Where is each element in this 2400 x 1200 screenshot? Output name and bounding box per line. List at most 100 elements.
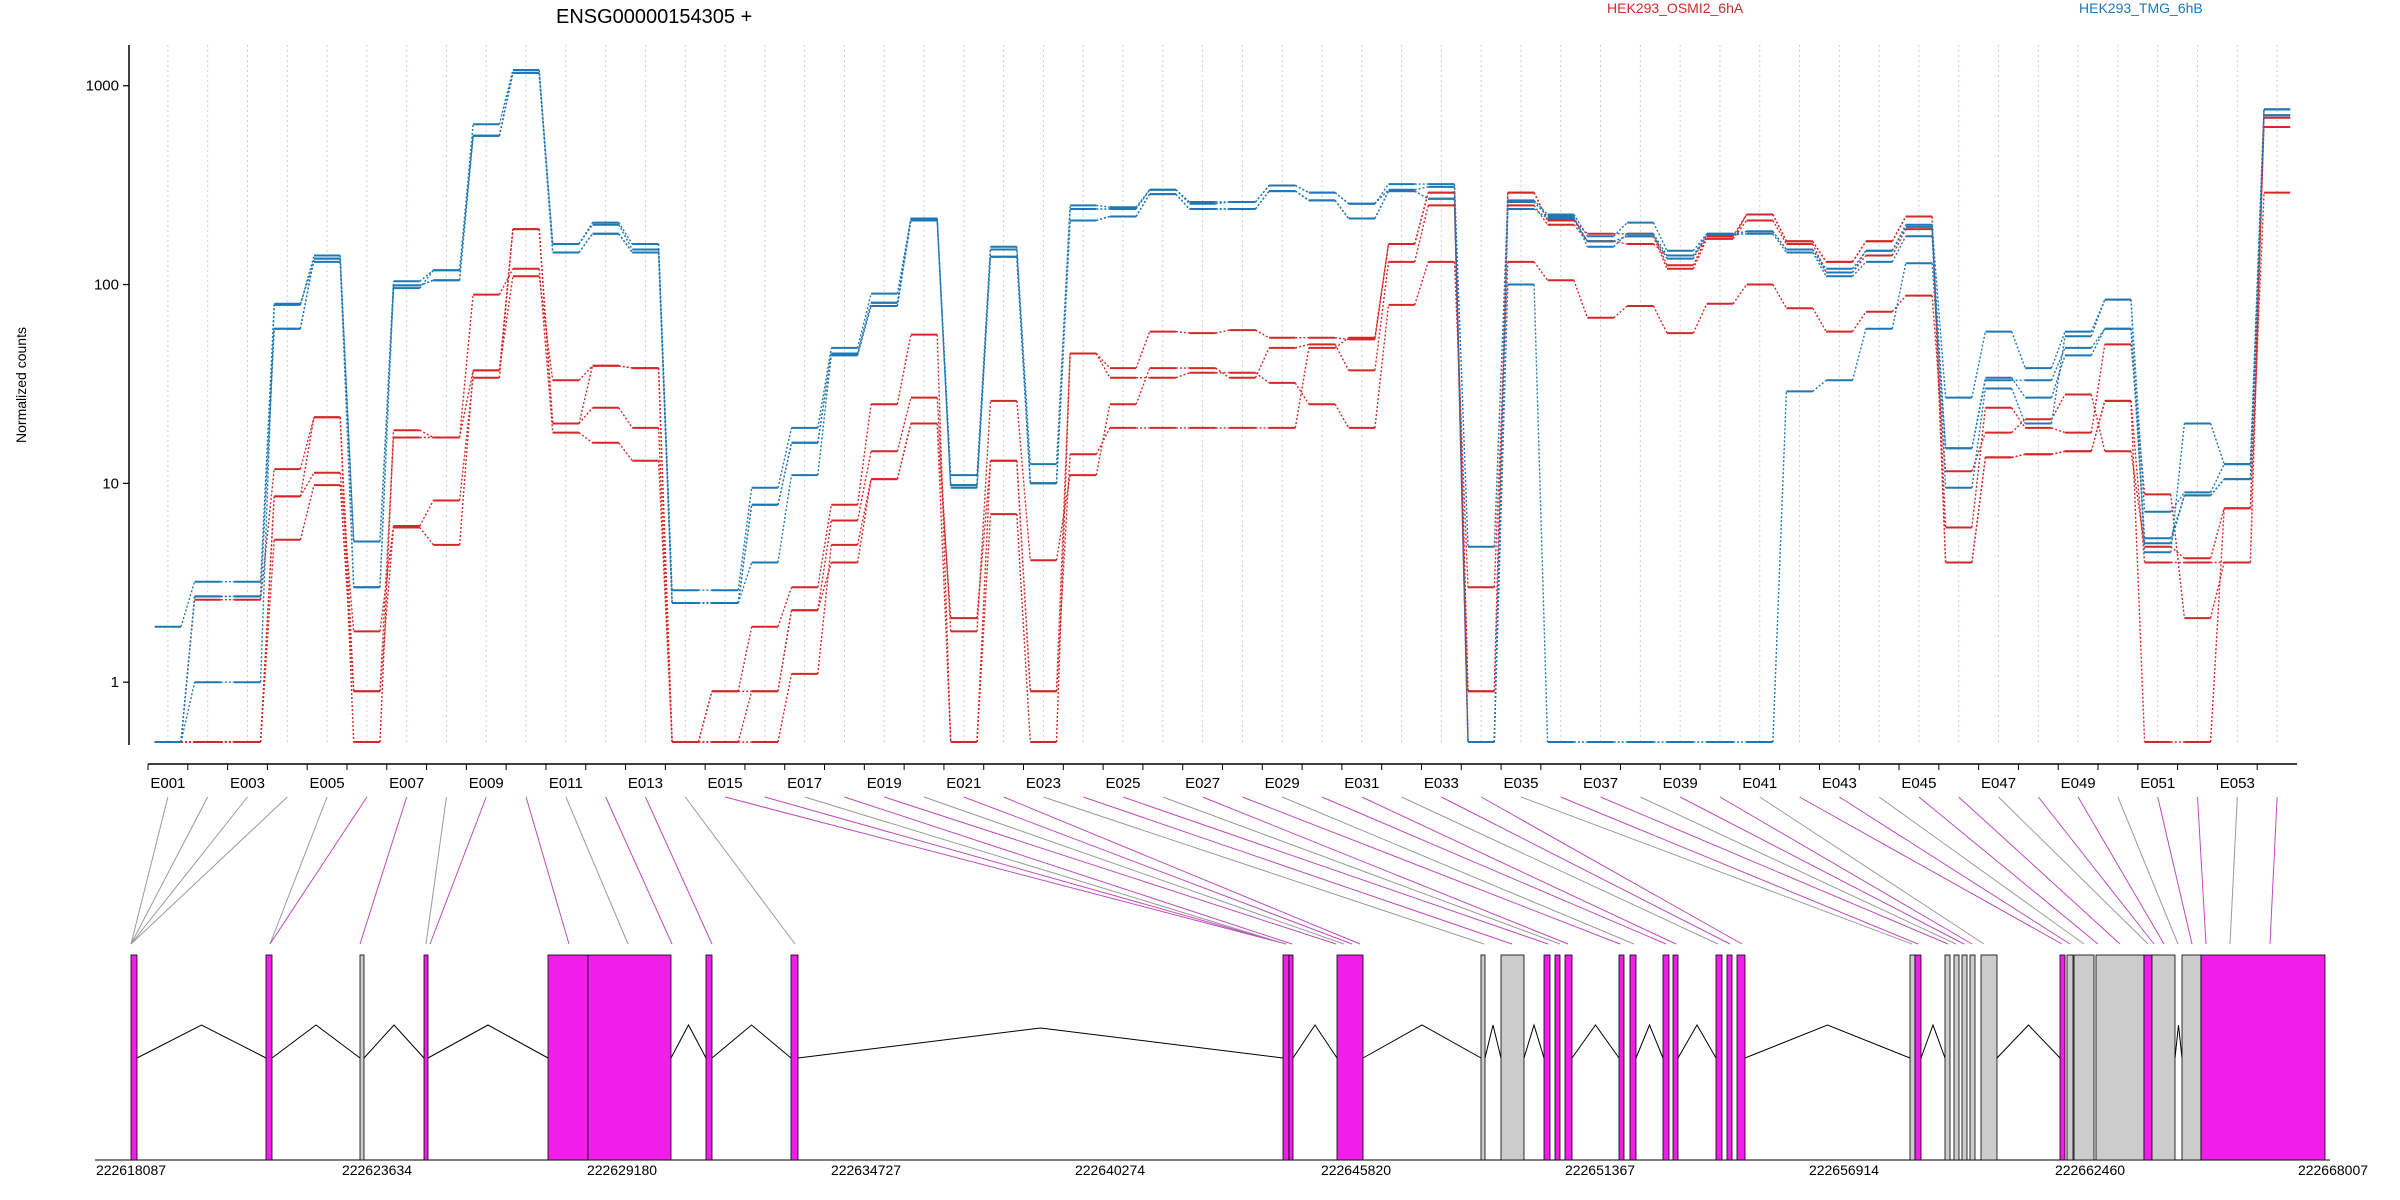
connector: [1600, 796, 1949, 945]
intron-23: [1744, 1024, 1911, 1059]
series-3: [154, 108, 2291, 743]
series-transition: [180, 69, 2265, 627]
connector: [2117, 796, 2179, 945]
exon-25: [1914, 954, 1922, 1161]
exon-5: [547, 954, 589, 1161]
connector: [2037, 796, 2155, 945]
series-1: [154, 116, 2291, 743]
connector: [130, 796, 169, 945]
x-tick-label: E035: [1503, 775, 1538, 792]
x-tick-label: E047: [1981, 775, 2016, 792]
connector: [1958, 796, 2121, 945]
series-transition: [180, 126, 2265, 743]
connector: [1441, 796, 1731, 945]
series-transition: [181, 117, 2265, 743]
intron-1: [136, 1024, 267, 1059]
connector: [1998, 796, 2149, 945]
connector: [684, 796, 796, 945]
connector: [1679, 796, 1965, 945]
x-tick-label: E039: [1663, 775, 1698, 792]
exon-28: [1961, 954, 1968, 1161]
legend-entry-tmg: HEK293_TMG_6hB: [2079, 0, 2203, 16]
connector: [1640, 796, 1957, 945]
exon-3: [359, 954, 365, 1161]
intron-12: [1484, 1024, 1502, 1059]
series-level: [154, 191, 2291, 743]
exon-24: [1909, 954, 1916, 1161]
gene-model: 222618087 222623634 222629180 222634727 2226…: [95, 954, 2368, 1178]
series-5: [154, 71, 2291, 743]
x-tick-label: E031: [1344, 775, 1379, 792]
series-level: [154, 108, 2291, 743]
connector: [2157, 796, 2193, 945]
connector: [1480, 796, 1743, 945]
intron-3: [363, 1024, 425, 1059]
y-axis: 1 10 100 1000: [86, 45, 130, 745]
series-transition: [180, 72, 2265, 743]
connector: [644, 796, 713, 945]
connector: [130, 796, 288, 945]
connector: [2269, 796, 2278, 945]
series-lines: [154, 69, 2291, 743]
x-tick-label: E043: [1822, 775, 1857, 792]
exon-34: [2095, 954, 2145, 1161]
connector: [429, 796, 487, 945]
connector: [1878, 796, 2085, 945]
exon-4: [423, 954, 429, 1161]
series-0: [154, 191, 2291, 743]
exon-37: [2181, 954, 2202, 1161]
genomic-coordinate-label: 222640274: [1075, 1162, 1145, 1178]
exon-7: [705, 954, 713, 1161]
connector: [923, 796, 1345, 945]
connector: [1083, 796, 1513, 945]
x-tick-label: E023: [1026, 775, 1061, 792]
connector: [1321, 796, 1667, 945]
exon-31: [2059, 954, 2066, 1161]
series-level: [154, 71, 2291, 743]
intron-8: [797, 1027, 1284, 1059]
series-level: [154, 71, 2291, 743]
series-transition: [181, 109, 2265, 743]
exon-1: [130, 954, 138, 1161]
genomic-coordinate-label: 222651367: [1565, 1162, 1635, 1178]
connector: [2197, 796, 2207, 945]
exon-18: [1629, 954, 1637, 1161]
y-axis-label: Normalized counts: [13, 327, 29, 443]
intron-36: [2174, 1024, 2183, 1059]
series-7: [154, 71, 2291, 743]
exon-22: [1726, 954, 1733, 1161]
exon-connector-lines: [130, 796, 2278, 945]
connector: [844, 796, 1293, 945]
exon-9: [1282, 954, 1290, 1161]
connector: [1560, 796, 1919, 945]
intron-25: [1920, 1023, 1946, 1059]
exon-32: [2066, 954, 2074, 1161]
x-tick-label: E019: [867, 775, 902, 792]
series-level: [154, 69, 2291, 628]
connector: [963, 796, 1353, 945]
exon-16: [1564, 954, 1573, 1161]
connector: [1719, 796, 1973, 945]
x-tick-label: E037: [1583, 775, 1618, 792]
connector: [130, 796, 248, 945]
genomic-coordinate-label: 222662460: [2055, 1162, 2125, 1178]
series-level: [154, 71, 2291, 743]
intron-7: [711, 1024, 792, 1059]
exon-35: [2143, 954, 2153, 1161]
connector: [1202, 796, 1569, 945]
series-4: [154, 69, 2291, 628]
exon-20: [1672, 954, 1679, 1161]
connector: [1759, 796, 1985, 945]
intron-2: [271, 1024, 361, 1059]
exon-10: [1288, 954, 1294, 1161]
connector: [2229, 796, 2238, 945]
intron-6: [670, 1023, 707, 1059]
series-transition: [181, 192, 2265, 743]
x-tick-label: E021: [946, 775, 981, 792]
x-tick-label: E003: [230, 775, 265, 792]
exon-26: [1944, 954, 1951, 1161]
connector: [1401, 796, 1719, 945]
connector: [1361, 796, 1677, 945]
x-tick-label: E033: [1424, 775, 1459, 792]
